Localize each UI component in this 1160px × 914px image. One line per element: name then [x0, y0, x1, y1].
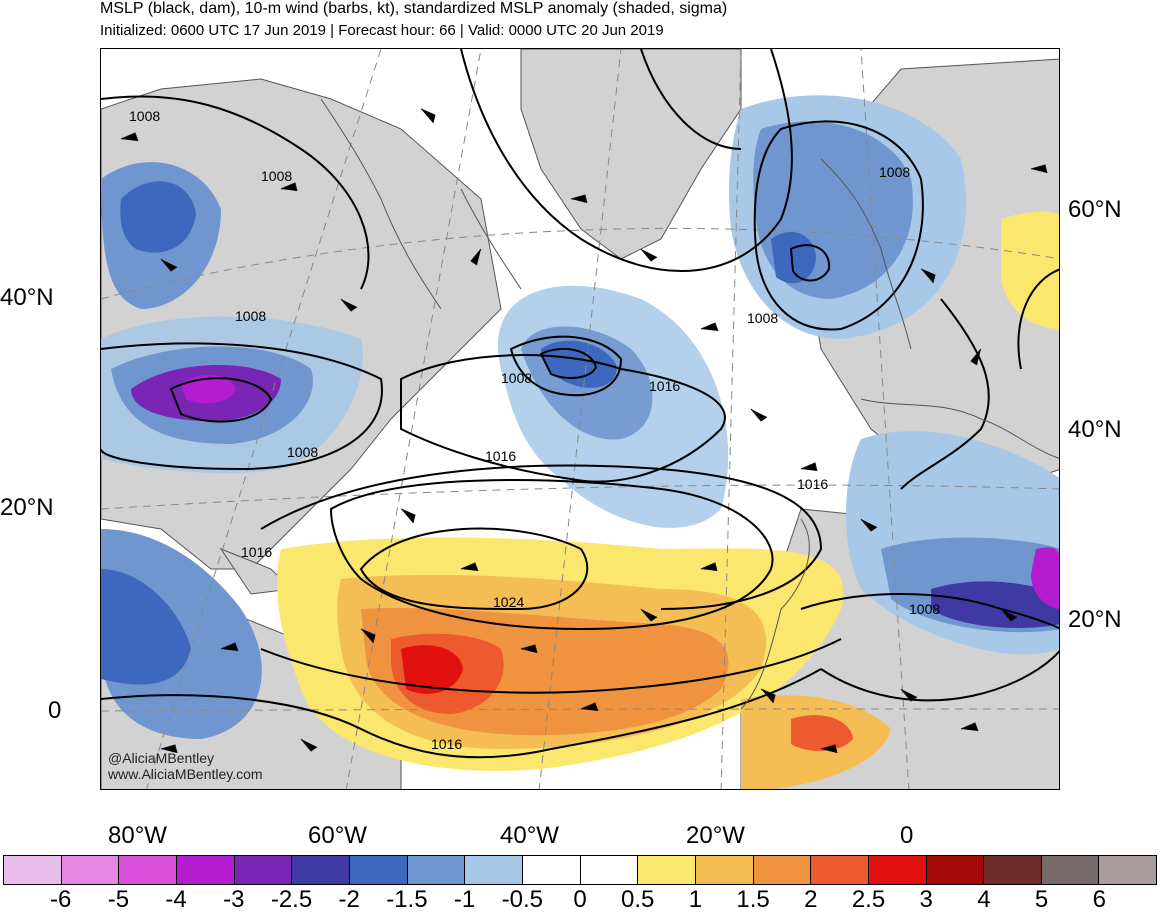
chart-title: MSLP (black, dam), 10-m wind (barbs, kt)… — [100, 0, 728, 17]
anomaly-neg-east-med-peak — [1031, 547, 1059, 609]
colorbar-tick-label: 4 — [977, 886, 991, 913]
colorbar-tick-label: 1 — [688, 886, 703, 913]
isobar-label: 1008 — [909, 601, 940, 617]
colorbar-swatch — [465, 856, 523, 884]
chart-subtitle: Initialized: 0600 UTC 17 Jun 2019 | Fore… — [100, 22, 664, 39]
colorbar-swatch — [119, 856, 177, 884]
colorbar-tick-label: -2 — [338, 886, 360, 913]
colorbar-swatch — [4, 856, 62, 884]
isobar-labels: 1008 1008 1008 1008 1008 1008 1008 1008 … — [129, 108, 940, 752]
lat-label-left: 20°N — [0, 494, 54, 521]
isobars — [101, 49, 1059, 759]
colorbar — [3, 855, 1157, 885]
colorbar-tick-label: 0 — [573, 886, 587, 913]
lat-label-right: 60°N — [1068, 196, 1122, 223]
colorbar-tick-label: 0.5 — [621, 886, 655, 913]
lon-label: 60°W — [308, 822, 367, 849]
colorbar-swatch — [580, 856, 639, 884]
colorbar-tick-label: -1.5 — [386, 886, 428, 913]
watermark-handle: @AliciaMBentley — [108, 750, 215, 766]
anomaly-shading — [101, 95, 1059, 789]
colorbar-tick-label: 2 — [804, 886, 818, 913]
colorbar-swatch — [811, 856, 869, 884]
anomaly-neg-northeast-us-peak — [181, 374, 236, 404]
colorbar-swatch — [1041, 856, 1100, 884]
lat-label-left: 0 — [48, 697, 62, 724]
colorbar-swatch — [1099, 856, 1157, 884]
lon-label: 0 — [900, 822, 914, 849]
anomaly-pos-west-africa-core — [791, 715, 853, 751]
colorbar-tick-label: -0.5 — [501, 886, 543, 913]
colorbar-swatch — [753, 856, 812, 884]
colorbar-tick-label: 5 — [1034, 886, 1049, 913]
colorbar-swatch — [234, 856, 293, 884]
isobar-label: 1008 — [747, 310, 778, 326]
isobar-label: 1024 — [493, 594, 524, 610]
colorbar-swatch — [292, 856, 350, 884]
lon-label: 20°W — [686, 822, 745, 849]
lon-label: 80°W — [108, 822, 167, 849]
anomaly-neg-canada-west-core — [120, 181, 196, 253]
colorbar-tick-label: 3 — [919, 886, 933, 913]
isobar-label: 1008 — [129, 108, 160, 124]
wind-barbs — [120, 108, 1048, 754]
isobar-label: 1008 — [501, 370, 532, 386]
colorbar-tick-label: -6 — [50, 886, 72, 913]
colorbar-swatch — [407, 856, 466, 884]
anomaly-pos-east-europe — [1001, 211, 1059, 329]
colorbar-swatch — [522, 856, 581, 884]
anomaly-pos-tropical-peak — [401, 645, 463, 694]
colorbar-tick-label: 1.5 — [736, 886, 770, 913]
graticule — [101, 49, 1059, 789]
isobar-label: 1016 — [485, 448, 516, 464]
anomaly-neg-gulf-mexico-core — [101, 569, 191, 685]
isobar-label: 1008 — [235, 308, 266, 324]
lon-label: 40°W — [500, 822, 559, 849]
coastlines — [320, 98, 1059, 710]
colorbar-tick-label: -2.5 — [270, 886, 313, 913]
colorbar-tick-label: -5 — [107, 886, 130, 913]
colorbar-tick-label: -4 — [165, 886, 187, 913]
colorbar-swatch — [349, 856, 408, 884]
lat-label-left: 40°N — [0, 284, 54, 311]
colorbar-tick-label: 6 — [1092, 886, 1106, 913]
colorbar-swatch — [695, 856, 754, 884]
isobar-label: 1016 — [431, 736, 462, 752]
colorbar-tick-label: 2.5 — [851, 886, 886, 913]
colorbar-swatch — [926, 856, 985, 884]
isobar-label: 1016 — [241, 544, 272, 560]
colorbar-swatch — [984, 856, 1042, 884]
isobar-label: 1008 — [261, 168, 292, 184]
colorbar-tick-label: -3 — [223, 886, 245, 913]
colorbar-swatch — [868, 856, 927, 884]
isobar-label: 1016 — [797, 476, 828, 492]
lat-label-right: 20°N — [1068, 606, 1122, 633]
isobar-label: 1008 — [287, 444, 318, 460]
colorbar-swatch — [61, 856, 120, 884]
map-panel: 1008 1008 1008 1008 1008 1008 1008 1008 … — [100, 48, 1060, 790]
colorbar-swatch — [176, 856, 235, 884]
lat-label-right: 40°N — [1068, 416, 1122, 443]
colorbar-swatch — [638, 856, 696, 884]
isobar-label: 1016 — [649, 378, 680, 394]
colorbar-tick-label: -1 — [453, 886, 476, 913]
watermark: @AliciaMBentley www.AliciaMBentley.com — [108, 750, 263, 782]
isobar-label: 1008 — [879, 164, 910, 180]
watermark-site: www.AliciaMBentley.com — [108, 766, 263, 782]
map-svg: 1008 1008 1008 1008 1008 1008 1008 1008 … — [101, 49, 1059, 789]
